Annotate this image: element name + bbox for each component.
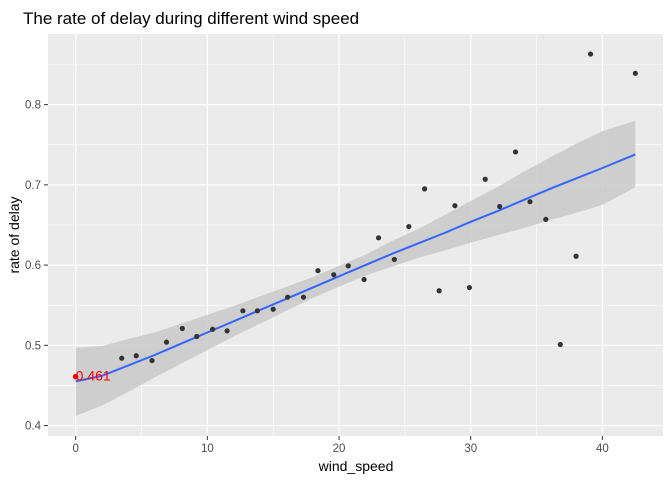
- y-axis-title: rate of delay: [6, 196, 22, 273]
- data-point: [573, 253, 579, 259]
- annotation-layer: 0.461: [72, 368, 111, 384]
- data-point: [254, 308, 260, 314]
- data-point: [361, 276, 367, 283]
- highlight-point: [72, 373, 79, 380]
- data-point: [270, 306, 276, 312]
- data-point: [482, 176, 488, 182]
- axes: 0 10 20 30 40 0.4 0.5 0.6 0.7 0.8: [25, 100, 609, 455]
- data-point: [285, 294, 291, 300]
- smooth-line-layer: [75, 153, 636, 383]
- smooth-line: [75, 153, 636, 383]
- data-point: [119, 355, 125, 361]
- data-point: [331, 272, 337, 278]
- data-points: [119, 51, 638, 364]
- x-axis-title: wind_speed: [318, 458, 394, 474]
- data-point: [133, 353, 139, 359]
- data-point: [497, 203, 503, 210]
- data-point: [543, 216, 549, 222]
- y-tick-label: 0.6: [25, 260, 41, 272]
- y-tick-label: 0.5: [25, 340, 41, 352]
- data-point: [375, 235, 382, 241]
- data-point: [436, 288, 442, 294]
- x-tick-label: 10: [201, 443, 214, 455]
- y-tick-label: 0.8: [25, 100, 41, 112]
- data-point: [315, 268, 321, 274]
- x-tick-label: 40: [596, 443, 609, 455]
- data-point: [587, 51, 594, 57]
- highlight-label: 0.461: [76, 368, 111, 384]
- data-point: [391, 256, 397, 263]
- x-tick-label: 20: [333, 443, 346, 455]
- data-point: [452, 203, 458, 209]
- y-tick-label: 0.4: [25, 421, 42, 433]
- data-point: [240, 308, 246, 314]
- data-point: [557, 341, 563, 348]
- y-tick-label: 0.7: [25, 180, 41, 192]
- data-point: [466, 284, 473, 291]
- data-point: [512, 149, 519, 155]
- data-point: [300, 294, 307, 300]
- data-point: [422, 186, 428, 192]
- data-point: [163, 339, 170, 345]
- data-point: [194, 333, 200, 340]
- data-point: [179, 325, 185, 332]
- data-point: [527, 199, 533, 205]
- data-point: [224, 328, 230, 334]
- data-point: [149, 357, 155, 364]
- chart-title: The rate of delay during different wind …: [23, 9, 359, 28]
- data-point: [632, 70, 638, 76]
- data-point: [345, 263, 351, 269]
- data-point: [406, 223, 412, 230]
- data-point: [210, 326, 216, 332]
- x-tick-label: 30: [464, 443, 477, 455]
- x-tick-label: 0: [72, 443, 78, 455]
